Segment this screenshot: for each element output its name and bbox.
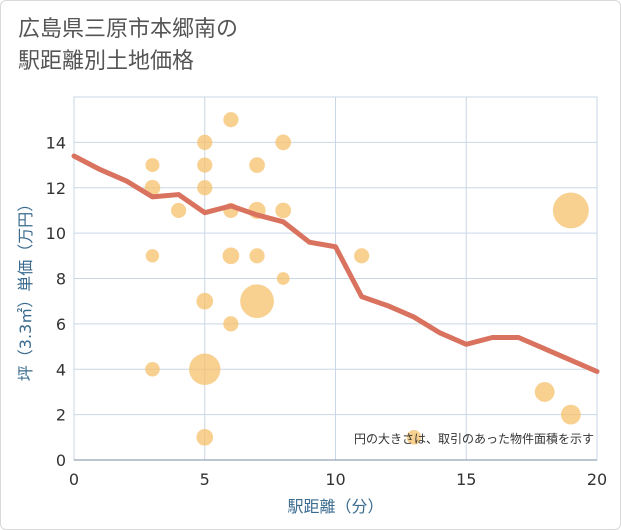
bubble-point [534, 382, 555, 402]
bubble-point [223, 316, 239, 332]
bubble-point [223, 112, 239, 128]
x-tick-label: 20 [587, 470, 607, 489]
y-axis-label: 坪（3.3㎡）単価（万円） [16, 196, 35, 381]
bubble-point [222, 247, 240, 265]
y-tick-label: 10 [46, 224, 66, 243]
bubble-point [197, 134, 213, 150]
bubble-point [552, 192, 589, 229]
bubble-point [196, 428, 214, 446]
y-tick-label: 4 [56, 360, 66, 379]
bubble-point [249, 157, 265, 173]
bubble-point [189, 353, 221, 385]
bubble-point [275, 134, 292, 151]
bubble-point [276, 272, 290, 285]
bubble-layer [144, 112, 589, 446]
bubble-point [354, 248, 370, 264]
bubble-point [145, 249, 160, 263]
chart-title-line1: 広島県三原市本郷南の [18, 17, 239, 42]
x-tick-label: 10 [325, 470, 345, 489]
bubble-point [197, 157, 213, 173]
bubble-point [171, 202, 187, 219]
bubble-point [560, 404, 581, 425]
bubble-point [145, 158, 160, 173]
bubble-point [196, 292, 214, 310]
x-axis-label: 駅距離（分） [287, 497, 383, 516]
chart-title: 広島県三原市本郷南の 駅距離別土地価格 [18, 14, 238, 78]
average-line-layer [71, 153, 600, 375]
tick-labels: 0 5 10 15 20 0 2 4 6 8 10 12 14 [46, 133, 608, 489]
y-tick-label: 6 [56, 315, 66, 334]
average-price-line [71, 153, 600, 375]
bubble-point [275, 202, 292, 219]
bubble-point [240, 284, 274, 319]
y-tick-label: 0 [56, 451, 66, 470]
bubble-point [249, 248, 265, 264]
y-tick-label: 2 [56, 406, 66, 425]
x-tick-label: 15 [456, 470, 476, 489]
bubble-point [197, 180, 213, 196]
y-tick-label: 14 [46, 133, 66, 152]
bubble-point [145, 361, 160, 377]
x-tick-label: 0 [69, 470, 79, 489]
x-tick-label: 5 [200, 470, 210, 489]
size-note: 円の大きさは、取引のあった物件面積を示す [354, 431, 594, 446]
y-tick-label: 8 [56, 270, 66, 289]
bubble-point [406, 430, 422, 445]
chart-title-line2: 駅距離別土地価格 [18, 49, 195, 74]
y-tick-label: 12 [46, 179, 66, 198]
grid-lines [73, 96, 598, 461]
